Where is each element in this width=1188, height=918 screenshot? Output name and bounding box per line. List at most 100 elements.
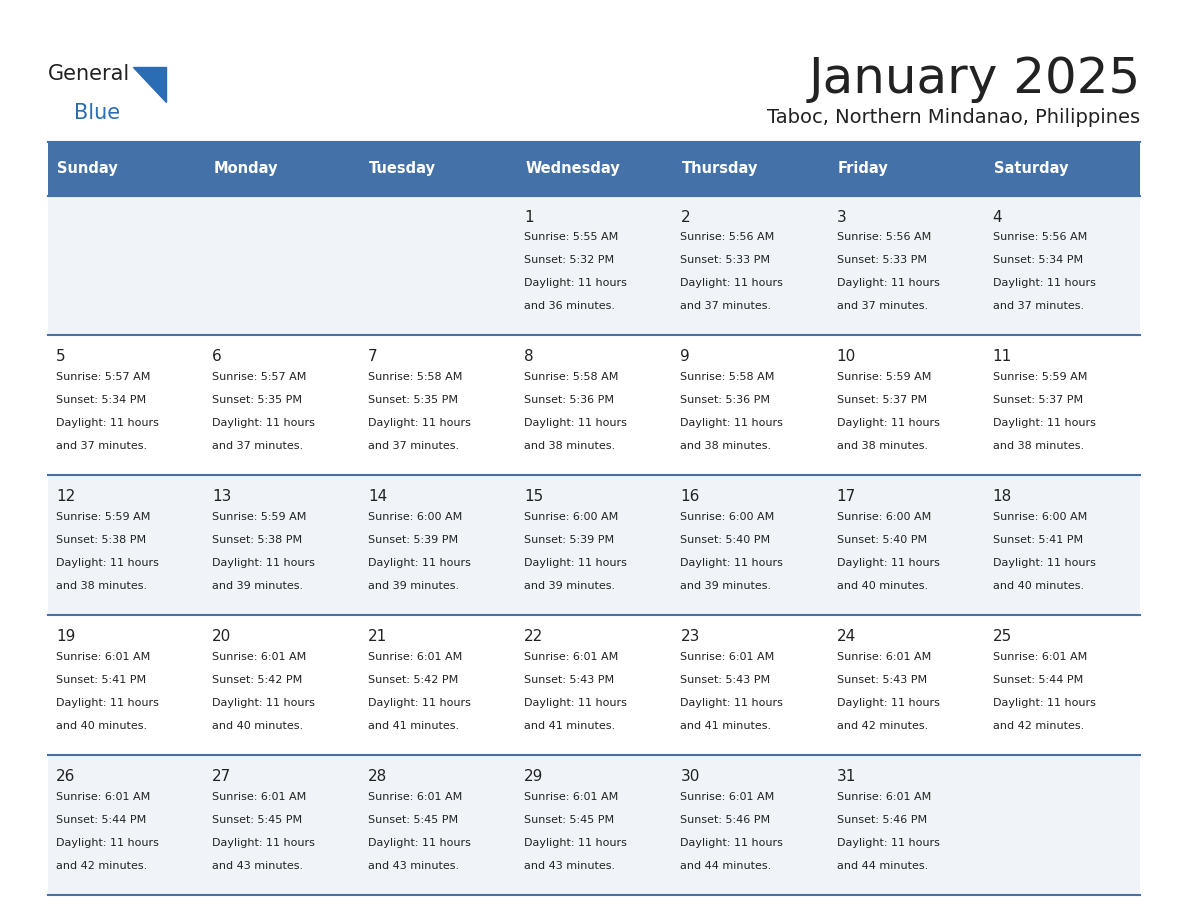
Text: Saturday: Saturday	[994, 162, 1068, 176]
Text: Daylight: 11 hours: Daylight: 11 hours	[56, 838, 159, 847]
Text: Sunrise: 6:01 AM: Sunrise: 6:01 AM	[524, 791, 619, 801]
Text: Sunrise: 5:58 AM: Sunrise: 5:58 AM	[524, 372, 619, 382]
Text: Sunrise: 6:01 AM: Sunrise: 6:01 AM	[681, 791, 775, 801]
Bar	[360, 476, 516, 615]
Text: Sunset: 5:42 PM: Sunset: 5:42 PM	[211, 675, 302, 685]
Text: Sunset: 5:36 PM: Sunset: 5:36 PM	[681, 395, 770, 405]
Text: Sunset: 5:44 PM: Sunset: 5:44 PM	[993, 675, 1083, 685]
Text: Daylight: 11 hours: Daylight: 11 hours	[681, 558, 783, 568]
Text: 6: 6	[211, 350, 222, 364]
Text: and 38 minutes.: and 38 minutes.	[993, 441, 1083, 451]
Bar	[828, 615, 985, 756]
Text: Sunrise: 6:00 AM: Sunrise: 6:00 AM	[368, 511, 462, 521]
Text: Sunrise: 6:01 AM: Sunrise: 6:01 AM	[993, 652, 1087, 662]
Bar	[203, 476, 360, 615]
Text: 17: 17	[836, 489, 855, 504]
Text: Sunset: 5:41 PM: Sunset: 5:41 PM	[993, 535, 1082, 544]
Text: Daylight: 11 hours: Daylight: 11 hours	[56, 418, 159, 428]
Text: Sunset: 5:33 PM: Sunset: 5:33 PM	[681, 255, 770, 265]
Text: 31: 31	[836, 769, 855, 784]
Bar	[672, 756, 828, 895]
Bar	[672, 335, 828, 476]
Text: Daylight: 11 hours: Daylight: 11 hours	[681, 838, 783, 847]
Text: Wednesday: Wednesday	[525, 162, 620, 176]
Text: and 37 minutes.: and 37 minutes.	[681, 301, 771, 311]
Text: Sunset: 5:35 PM: Sunset: 5:35 PM	[211, 395, 302, 405]
Text: Sunrise: 5:56 AM: Sunrise: 5:56 AM	[681, 232, 775, 242]
Text: Daylight: 11 hours: Daylight: 11 hours	[211, 838, 315, 847]
Text: 13: 13	[211, 489, 232, 504]
Text: Daylight: 11 hours: Daylight: 11 hours	[681, 698, 783, 708]
Bar	[360, 615, 516, 756]
Text: Monday: Monday	[213, 162, 278, 176]
Bar	[48, 142, 203, 196]
Bar	[672, 196, 828, 335]
Bar	[828, 196, 985, 335]
Text: Sunset: 5:32 PM: Sunset: 5:32 PM	[524, 255, 614, 265]
Text: 1: 1	[524, 209, 533, 225]
Text: 8: 8	[524, 350, 533, 364]
Bar	[48, 196, 203, 335]
Text: Daylight: 11 hours: Daylight: 11 hours	[368, 418, 470, 428]
Bar	[985, 476, 1140, 615]
Bar	[672, 615, 828, 756]
Text: Daylight: 11 hours: Daylight: 11 hours	[368, 698, 470, 708]
Bar	[985, 615, 1140, 756]
Bar	[672, 476, 828, 615]
Text: 10: 10	[836, 350, 855, 364]
Text: 12: 12	[56, 489, 75, 504]
Polygon shape	[133, 67, 166, 102]
Text: 22: 22	[524, 629, 543, 644]
Text: and 42 minutes.: and 42 minutes.	[993, 721, 1083, 731]
Text: Sunset: 5:45 PM: Sunset: 5:45 PM	[368, 814, 459, 824]
Text: January 2025: January 2025	[808, 55, 1140, 103]
Text: Sunset: 5:43 PM: Sunset: 5:43 PM	[681, 675, 771, 685]
Text: and 37 minutes.: and 37 minutes.	[56, 441, 147, 451]
Text: Daylight: 11 hours: Daylight: 11 hours	[524, 698, 627, 708]
Bar	[828, 476, 985, 615]
Text: Daylight: 11 hours: Daylight: 11 hours	[211, 418, 315, 428]
Text: Sunrise: 5:57 AM: Sunrise: 5:57 AM	[56, 372, 150, 382]
Text: Sunset: 5:46 PM: Sunset: 5:46 PM	[681, 814, 771, 824]
Text: Sunday: Sunday	[57, 162, 118, 176]
Text: Sunset: 5:35 PM: Sunset: 5:35 PM	[368, 395, 459, 405]
Bar	[360, 335, 516, 476]
Text: Sunset: 5:39 PM: Sunset: 5:39 PM	[368, 535, 459, 544]
Text: Sunset: 5:45 PM: Sunset: 5:45 PM	[211, 814, 302, 824]
Text: and 38 minutes.: and 38 minutes.	[524, 441, 615, 451]
Text: Sunrise: 6:01 AM: Sunrise: 6:01 AM	[211, 652, 307, 662]
Text: Daylight: 11 hours: Daylight: 11 hours	[836, 278, 940, 288]
Text: Sunrise: 6:01 AM: Sunrise: 6:01 AM	[681, 652, 775, 662]
Text: 3: 3	[836, 209, 846, 225]
Text: 19: 19	[56, 629, 75, 644]
Text: Sunrise: 5:55 AM: Sunrise: 5:55 AM	[524, 232, 619, 242]
Bar	[360, 196, 516, 335]
Text: 16: 16	[681, 489, 700, 504]
Text: and 37 minutes.: and 37 minutes.	[836, 301, 928, 311]
Text: Friday: Friday	[838, 162, 889, 176]
Text: and 40 minutes.: and 40 minutes.	[836, 581, 928, 591]
Bar	[828, 756, 985, 895]
Text: Sunrise: 6:01 AM: Sunrise: 6:01 AM	[836, 652, 930, 662]
Text: Sunrise: 5:59 AM: Sunrise: 5:59 AM	[56, 511, 150, 521]
Text: and 41 minutes.: and 41 minutes.	[368, 721, 460, 731]
Text: General: General	[48, 64, 129, 84]
Bar	[985, 142, 1140, 196]
Text: Sunset: 5:40 PM: Sunset: 5:40 PM	[836, 535, 927, 544]
Text: and 38 minutes.: and 38 minutes.	[56, 581, 147, 591]
Text: and 41 minutes.: and 41 minutes.	[681, 721, 771, 731]
Text: Sunset: 5:37 PM: Sunset: 5:37 PM	[993, 395, 1082, 405]
Bar	[48, 756, 203, 895]
Bar	[48, 615, 203, 756]
Text: Sunset: 5:46 PM: Sunset: 5:46 PM	[836, 814, 927, 824]
Text: Sunrise: 6:00 AM: Sunrise: 6:00 AM	[836, 511, 930, 521]
Text: Daylight: 11 hours: Daylight: 11 hours	[993, 558, 1095, 568]
Text: Sunrise: 5:59 AM: Sunrise: 5:59 AM	[836, 372, 931, 382]
Text: Daylight: 11 hours: Daylight: 11 hours	[993, 418, 1095, 428]
Text: Sunrise: 6:01 AM: Sunrise: 6:01 AM	[836, 791, 930, 801]
Text: and 38 minutes.: and 38 minutes.	[681, 441, 771, 451]
Text: Sunset: 5:34 PM: Sunset: 5:34 PM	[56, 395, 146, 405]
Bar	[828, 142, 985, 196]
Bar	[360, 756, 516, 895]
Text: Sunrise: 5:58 AM: Sunrise: 5:58 AM	[681, 372, 775, 382]
